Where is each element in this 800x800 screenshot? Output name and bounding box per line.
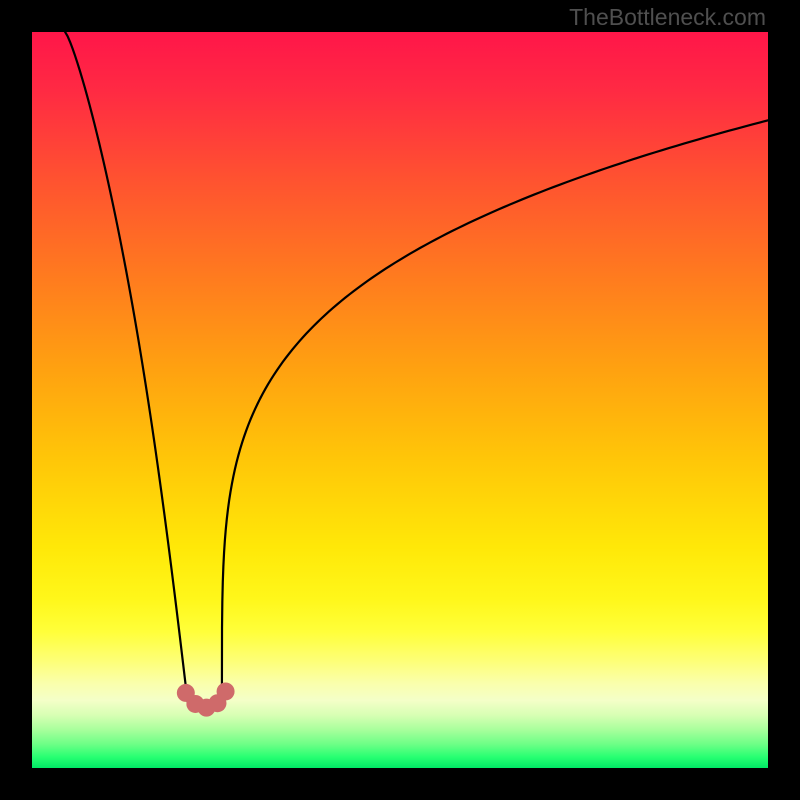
watermark-text: TheBottleneck.com [569,4,766,31]
chart-svg [32,32,768,768]
bottleneck-chart [32,32,768,768]
tip-marker [217,682,235,700]
